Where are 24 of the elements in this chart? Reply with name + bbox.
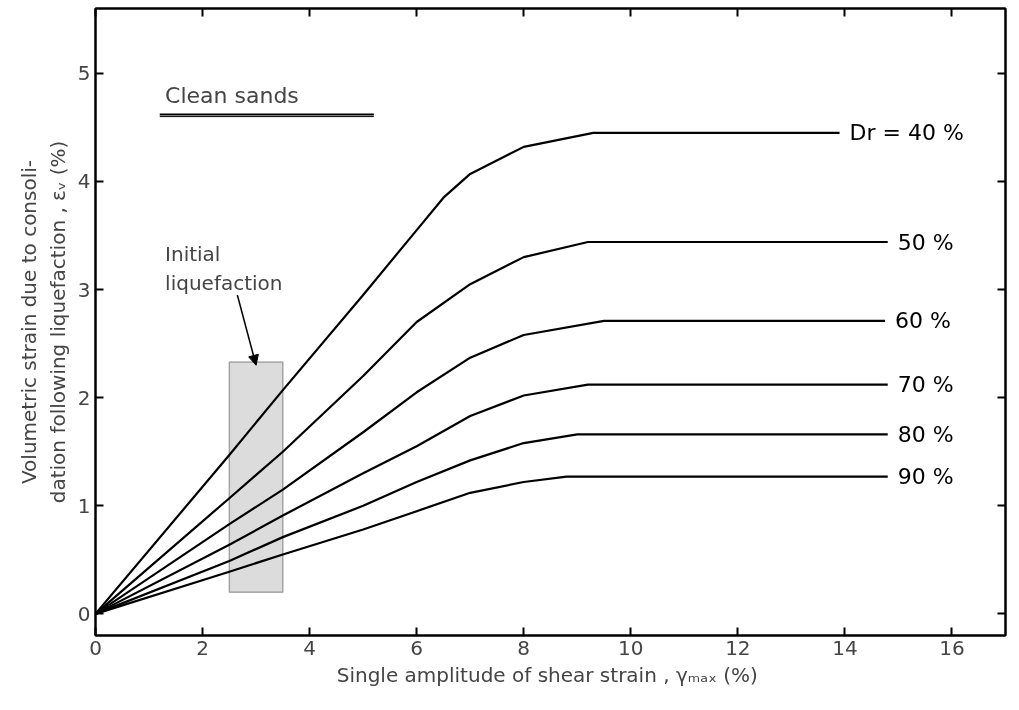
x-tick-label: 8: [517, 635, 531, 660]
y-tick-label: 5: [77, 61, 91, 86]
x-tick-label: 14: [832, 635, 858, 660]
y-tick-label: 1: [77, 493, 91, 518]
x-tick-label: 10: [618, 635, 644, 660]
x-tick-label: 4: [303, 635, 316, 660]
x-tick-label: 16: [939, 635, 965, 660]
legend-label: 70 %: [897, 372, 954, 398]
y-tick-label: 0: [77, 601, 91, 626]
y-axis-title: Volumetric strain due to consoli- dation following liquefaction , εᵥ (%): [16, 140, 70, 504]
y-tick-label: 4: [77, 169, 91, 194]
series-label: 80 %: [897, 421, 954, 447]
x-tick-label: 2: [196, 635, 209, 660]
y-tick-label: 3: [77, 277, 91, 302]
series-label: Dr = 40 %: [849, 120, 964, 146]
series-label: 90 %: [897, 464, 954, 490]
series-label: 50 %: [897, 229, 954, 255]
band-label: Initial liquefaction: [165, 242, 283, 295]
annotation: Clean sands: [165, 82, 299, 108]
x-tick-label: 12: [725, 635, 751, 660]
y-tick-label: 2: [77, 385, 91, 410]
x-axis-title: Single amplitude of shear strain , γₘₐₓ (%): [336, 662, 758, 687]
x-tick-label: 6: [410, 635, 424, 660]
series-label: 60 %: [895, 308, 951, 334]
